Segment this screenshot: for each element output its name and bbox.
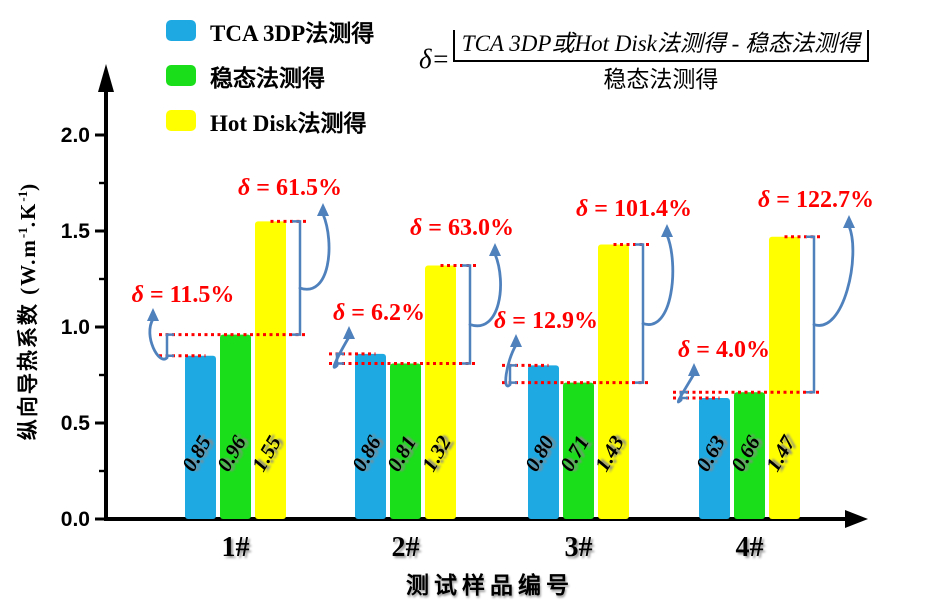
bracket-large-1# xyxy=(292,220,302,336)
y-axis-arrowhead-icon xyxy=(98,64,114,92)
arrow-small-head-4# xyxy=(688,363,700,376)
y-tick-label-2.0: 2.0 xyxy=(61,124,90,147)
bracket-small-1# xyxy=(165,333,174,358)
y-tick-label-1.5: 1.5 xyxy=(61,220,91,243)
legend-label-hot-disk: Hot Disk法测得 xyxy=(210,110,367,136)
arrow-large-head-3# xyxy=(661,224,673,237)
arrow-large-head-4# xyxy=(843,215,855,228)
x-axis-arrowhead-icon xyxy=(845,510,868,528)
x-tick-label-1#: 1# xyxy=(222,532,250,563)
hot-disk-color-swatch xyxy=(166,110,196,131)
bracket-large-2# xyxy=(462,264,472,365)
arrow-large-1# xyxy=(298,212,331,291)
delta-large-label-3#: δ = 101.4% xyxy=(576,196,692,222)
arrow-large-4# xyxy=(812,224,855,327)
bar-2#-series3 xyxy=(425,265,456,519)
arrow-small-head-3# xyxy=(510,334,522,347)
legend-item-steady-state: 稳态法测得 xyxy=(166,53,374,98)
arrow-small-head-1# xyxy=(147,308,159,321)
legend-item-hot-disk: Hot Disk法测得 xyxy=(166,98,374,143)
arrow-large-head-2# xyxy=(489,243,501,256)
delta-small-label-2#: δ = 6.2% xyxy=(333,300,425,326)
bar-1#-series2 xyxy=(220,334,251,519)
bracket-large-3# xyxy=(635,243,645,384)
arrow-small-1# xyxy=(148,317,169,361)
arrow-small-2# xyxy=(332,335,351,369)
delta-small-label-1#: δ = 11.5% xyxy=(132,282,235,308)
arrow-large-2# xyxy=(468,252,502,328)
legend-item-tca-3dp: TCA 3DP法测得 xyxy=(166,8,374,53)
arrow-large-head-1# xyxy=(317,203,329,216)
bracket-large-4# xyxy=(806,235,816,394)
formula-lhs: δ= xyxy=(419,43,450,74)
bar-4#-series1 xyxy=(699,398,730,519)
tca-3dp-color-swatch xyxy=(166,20,196,41)
arrow-large-3# xyxy=(641,233,675,326)
arrow-small-3# xyxy=(504,343,518,388)
x-tick-label-4#: 4# xyxy=(736,532,764,563)
x-tick-label-2#: 2# xyxy=(392,532,420,563)
delta-small-label-4#: δ = 4.0% xyxy=(678,337,770,363)
arrow-small-4# xyxy=(676,372,696,404)
y-tick-label-0.0: 0.0 xyxy=(61,508,90,531)
bar-4#-series2 xyxy=(734,392,765,519)
formula-denominator: 稳态法测得 xyxy=(603,67,719,92)
bar-3#-series2 xyxy=(563,382,594,519)
bar-2#-series1 xyxy=(355,353,386,519)
legend-label-tca-3dp: TCA 3DP法测得 xyxy=(210,20,375,46)
bar-1#-series3 xyxy=(255,221,286,519)
delta-large-label-1#: δ = 61.5% xyxy=(238,175,342,201)
x-tick-label-3#: 3# xyxy=(565,532,593,563)
y-tick-label-1.0: 1.0 xyxy=(61,316,90,339)
delta-small-label-3#: δ = 12.9% xyxy=(494,308,598,334)
formula-numerator: TCA 3DP或Hot Disk法测得 - 稳态法测得 xyxy=(452,30,870,62)
bar-3#-series1 xyxy=(528,365,559,519)
steady-state-color-swatch xyxy=(166,65,196,86)
y-tick-label-0.5: 0.5 xyxy=(61,412,91,435)
bar-2#-series2 xyxy=(390,363,421,519)
delta-large-label-4#: δ = 122.7% xyxy=(758,187,874,213)
formula-fraction: TCA 3DP或Hot Disk法测得 - 稳态法测得 稳态法测得 xyxy=(452,24,870,94)
delta-formula: δ= TCA 3DP或Hot Disk法测得 - 稳态法测得 稳态法测得 xyxy=(419,24,870,94)
y-axis-title: 纵向导热系数 (W.m-1.K-1) xyxy=(15,181,40,441)
bar-4#-series3 xyxy=(769,236,800,519)
x-axis-title: 测试样品编号 xyxy=(406,573,574,598)
arrow-small-head-2# xyxy=(343,326,355,339)
bracket-small-3# xyxy=(508,364,517,384)
legend: TCA 3DP法测得 稳态法测得 Hot Disk法测得 xyxy=(166,8,374,143)
delta-large-label-2#: δ = 63.0% xyxy=(410,215,514,241)
bar-1#-series1 xyxy=(185,355,216,519)
legend-label-steady-state: 稳态法测得 xyxy=(210,65,325,91)
